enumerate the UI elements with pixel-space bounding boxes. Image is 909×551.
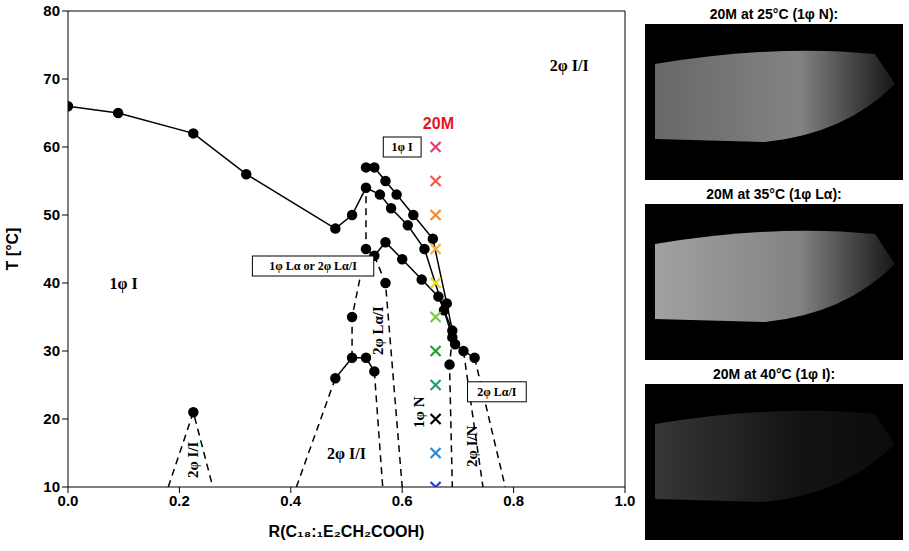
svg-text:T [°C]: T [°C] — [4, 228, 21, 271]
svg-text:2φ I/I: 2φ I/I — [550, 57, 589, 75]
svg-text:1.0: 1.0 — [615, 492, 636, 509]
svg-text:1φ I: 1φ I — [392, 140, 413, 154]
svg-text:50: 50 — [43, 206, 60, 223]
svg-text:0.8: 0.8 — [503, 492, 524, 509]
svg-text:1φ Lα or 2φ Lα/I: 1φ Lα or 2φ Lα/I — [269, 259, 357, 273]
svg-text:1φ N: 1φ N — [411, 396, 427, 428]
svg-text:2φ Lα/I: 2φ Lα/I — [477, 385, 517, 399]
svg-text:1φ I: 1φ I — [110, 275, 138, 293]
svg-text:80: 80 — [43, 2, 60, 19]
svg-text:0.0: 0.0 — [58, 492, 79, 509]
svg-text:2φ I/N: 2φ I/N — [464, 425, 480, 467]
svg-text:0.6: 0.6 — [392, 492, 413, 509]
svg-text:30: 30 — [43, 342, 60, 359]
svg-text:2φ I/I: 2φ I/I — [327, 445, 366, 463]
html-text:20M at 40°C (1φ I):: 20M at 40°C (1φ I): — [712, 366, 836, 382]
svg-text:2φ I/I: 2φ I/I — [185, 441, 201, 478]
svg-text:70: 70 — [43, 70, 60, 87]
html-text:20M at 25°C (1φ N):: 20M at 25°C (1φ N): — [709, 6, 839, 22]
svg-text:0.2: 0.2 — [169, 492, 190, 509]
svg-text:10: 10 — [43, 478, 60, 495]
svg-text:20M: 20M — [423, 115, 454, 132]
svg-text:2φ Lα/I: 2φ Lα/I — [370, 306, 386, 355]
svg-text:R(C₁₈:₁E₂CH₂COOH): R(C₁₈:₁E₂CH₂COOH) — [269, 523, 425, 540]
html-text:20M at 35°C (1φ Lα):: 20M at 35°C (1φ Lα): — [706, 186, 842, 202]
svg-text:20: 20 — [43, 410, 60, 427]
svg-text:60: 60 — [43, 138, 60, 155]
svg-text:40: 40 — [43, 274, 60, 291]
svg-text:0.4: 0.4 — [280, 492, 302, 509]
